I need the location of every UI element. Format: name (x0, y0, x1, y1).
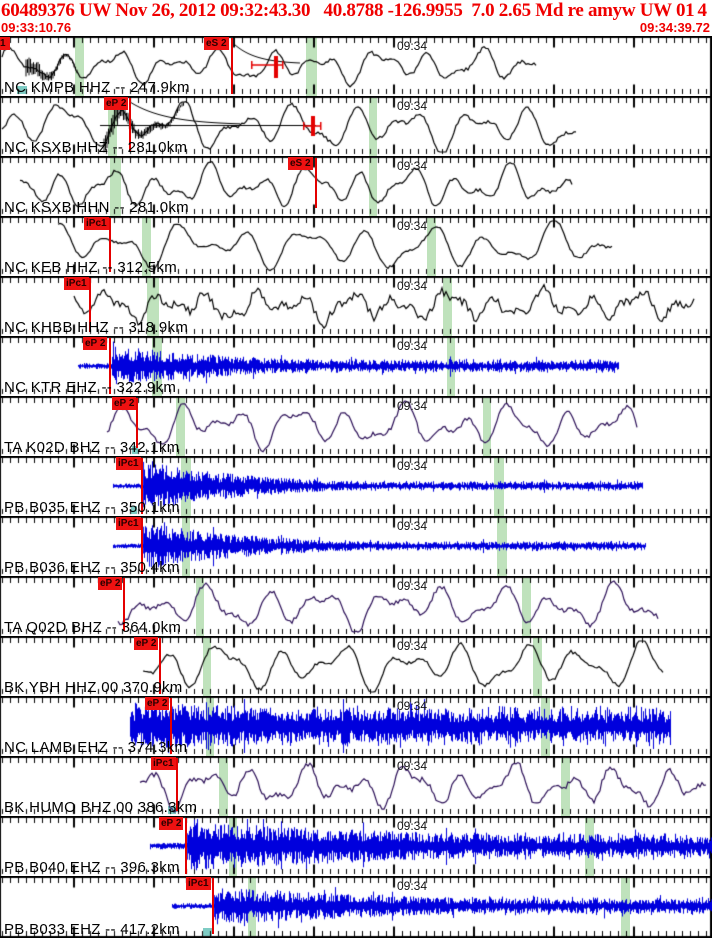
station-label: TA Q02D BHZ -- 364.0km (4, 619, 182, 636)
trace-row: iPc1 09:34 NC KHBB HHZ -- 318.9km (0, 276, 712, 336)
waveform-canvas[interactable] (0, 276, 712, 336)
pick-label[interactable]: iPc1 (186, 877, 211, 890)
waveform-canvas[interactable] (0, 816, 712, 876)
pick-line[interactable] (109, 218, 111, 272)
time-tick-label: 09:34 (397, 759, 428, 773)
pick-label[interactable]: iPc1 (151, 757, 176, 770)
pick-label-clipped[interactable]: 1 (0, 37, 10, 50)
time-tick-label: 09:34 (397, 159, 428, 173)
pick-label[interactable]: iPc1 (116, 457, 141, 470)
pick-label[interactable]: iPc1 (116, 517, 141, 530)
time-tick-label: 09:34 (397, 879, 428, 893)
header: 60489376 UW Nov 26, 2012 09:32:43.30 40.… (0, 0, 712, 36)
time-tick-label: 09:34 (397, 339, 428, 353)
trace-row: eP 2 09:34 NC KTR EHZ -- 322.9km (0, 336, 712, 396)
waveform-canvas[interactable] (0, 336, 712, 396)
trace-row: iPc1 09:34 PB B033 EHZ -- 417.2km (0, 876, 712, 938)
station-label: PB B033 EHZ -- 417.2km (4, 921, 180, 938)
pick-line[interactable] (129, 98, 131, 152)
station-label: NC KTR EHZ -- 322.9km (4, 379, 177, 396)
window-end-time: 09:34:39.72 (639, 20, 710, 35)
waveform-canvas[interactable] (0, 636, 712, 696)
pick-label[interactable]: eP 2 (104, 97, 129, 110)
station-label: NC KHBB HHZ -- 318.9km (4, 319, 189, 336)
station-label: PB B035 EHZ -- 350.1km (4, 499, 180, 516)
trace-row: iPc1 09:34 PB B035 EHZ -- 350.1km (0, 456, 712, 516)
trace-row: iPc1 09:34 BK HUMO BHZ 00 386.3km (0, 756, 712, 816)
station-label: NC KEB HHZ -- 312.5km (4, 259, 177, 276)
trace-row: eS 2 09:34 NC KSXB HHN -- 281.0km (0, 156, 712, 216)
station-label: BK YBH HHZ 00 370.9km (4, 679, 183, 696)
pick-label[interactable]: iPc1 (64, 277, 89, 290)
waveform-canvas[interactable] (0, 876, 712, 938)
station-label: NC KMPB HHZ -- 247.9km (4, 79, 190, 96)
time-tick-label: 09:34 (397, 39, 428, 53)
pick-line[interactable] (89, 278, 91, 332)
pick-line[interactable] (123, 578, 125, 631)
station-label: PB B040 EHZ -- 396.3km (4, 859, 180, 876)
pick-label[interactable]: eP 2 (134, 637, 159, 650)
station-label: BK HUMO BHZ 00 386.3km (4, 799, 198, 816)
pick-line[interactable] (212, 878, 214, 934)
waveform-canvas[interactable] (0, 36, 712, 96)
window-start-time: 09:33:10.76 (1, 20, 72, 35)
pick-line[interactable] (159, 638, 161, 694)
station-label: NC LAMB EHZ -- 374.3km (4, 739, 188, 756)
pick-label[interactable]: eS 2 (288, 157, 313, 170)
pick-line[interactable] (136, 398, 138, 448)
trace-row: eP 2 09:34 NC LAMB EHZ -- 374.3km (0, 696, 712, 756)
waveform-canvas[interactable] (0, 216, 712, 276)
waveform-canvas[interactable] (0, 756, 712, 816)
waveform-canvas[interactable] (0, 156, 712, 216)
trace-row: eS 2 1 09:34 NC KMPB HHZ -- 247.9km (0, 36, 712, 96)
pick-line[interactable] (170, 698, 172, 754)
time-tick-label: 09:34 (397, 579, 428, 593)
trace-row: iPc1 09:34 PB B036 EHZ -- 350.4km (0, 516, 712, 576)
station-label: NC KSXB HHN -- 281.0km (4, 199, 189, 216)
trace-row: eP 2 09:34 TA K02D BHZ -- 342.1km (0, 396, 712, 456)
pick-line[interactable] (141, 458, 143, 514)
pick-line[interactable] (315, 158, 317, 208)
time-tick-label: 09:34 (397, 699, 428, 713)
pick-label[interactable]: iPc1 (84, 217, 109, 230)
pick-label[interactable]: eP 2 (145, 697, 170, 710)
station-label: PB B036 EHZ -- 350.4km (4, 559, 180, 576)
pick-line[interactable] (176, 758, 178, 811)
event-count-label: 4 (697, 0, 708, 21)
time-tick-label: 09:34 (397, 639, 428, 653)
pick-line[interactable] (141, 518, 143, 574)
time-tick-label: 09:34 (397, 219, 428, 233)
pick-label[interactable]: eS 2 (204, 37, 229, 50)
time-tick-label: 09:34 (397, 99, 428, 113)
waveform-canvas[interactable] (0, 696, 712, 756)
event-summary-title: 60489376 UW Nov 26, 2012 09:32:43.30 40.… (1, 0, 695, 21)
trace-row: eP 2 09:34 PB B040 EHZ -- 396.3km (0, 816, 712, 876)
trace-row: eP 2 09:34 NC KSXB HHZ -- 281.0km (0, 96, 712, 156)
pick-label[interactable]: eP 2 (159, 817, 184, 830)
station-label: NC KSXB HHZ -- 281.0km (4, 139, 188, 156)
trace-row: eP 2 09:34 BK YBH HHZ 00 370.9km (0, 636, 712, 696)
pick-line[interactable] (185, 818, 187, 874)
time-tick-label: 09:34 (397, 399, 428, 413)
pick-line[interactable] (231, 38, 233, 94)
pick-label[interactable]: eP 2 (112, 397, 137, 410)
station-label: TA K02D BHZ -- 342.1km (4, 439, 180, 456)
trace-row: iPc1 09:34 NC KEB HHZ -- 312.5km (0, 216, 712, 276)
trace-row: eP 2 09:34 TA Q02D BHZ -- 364.0km (0, 576, 712, 636)
time-tick-label: 09:34 (397, 459, 428, 473)
pick-line[interactable] (109, 338, 111, 394)
pick-label[interactable]: eP 2 (83, 337, 108, 350)
pick-label[interactable]: eP 2 (98, 577, 123, 590)
time-tick-label: 09:34 (397, 519, 428, 533)
time-tick-label: 09:34 (397, 819, 428, 833)
time-tick-label: 09:34 (397, 279, 428, 293)
